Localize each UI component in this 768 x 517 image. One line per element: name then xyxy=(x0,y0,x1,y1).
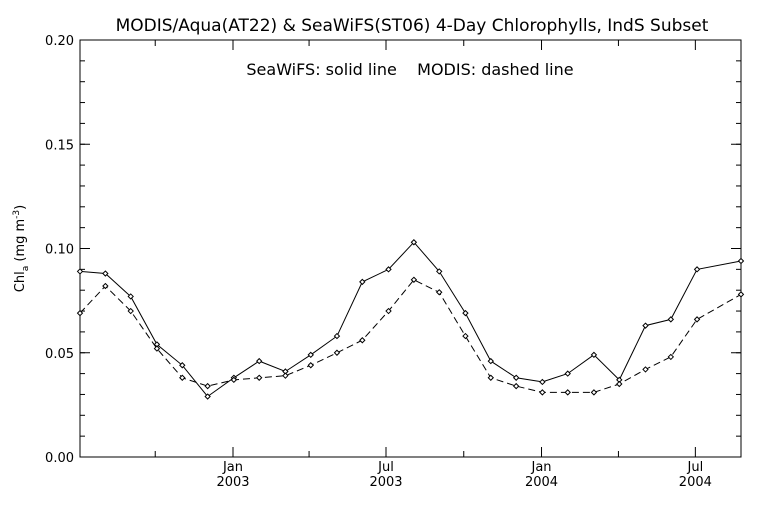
data-point-seawifs xyxy=(642,322,649,329)
x-tick-label-year: 2004 xyxy=(679,475,712,490)
y-tick-label: 0.10 xyxy=(45,243,74,258)
series-line-modis xyxy=(79,279,742,393)
data-point-seawifs xyxy=(385,266,392,273)
data-point-modis xyxy=(693,316,701,323)
y-tick-label: 0.15 xyxy=(45,138,74,153)
data-point-seawifs xyxy=(462,309,469,317)
data-point-seawifs xyxy=(204,393,211,400)
series-line-seawifs xyxy=(79,241,742,398)
data-point-seawifs xyxy=(102,270,109,277)
data-point-seawifs xyxy=(179,362,186,369)
data-point-seawifs xyxy=(590,351,598,359)
data-point-modis xyxy=(127,307,134,315)
plot-area: 0.000.050.100.150.20Jan2003Jul2003Jan200… xyxy=(12,34,745,490)
x-tick-label-month: Jan xyxy=(530,460,551,475)
data-point-modis xyxy=(359,337,366,344)
plot-frame xyxy=(79,39,742,458)
data-point-modis xyxy=(616,380,623,388)
y-tick-label: 0.05 xyxy=(45,347,74,362)
data-point-modis xyxy=(737,291,745,298)
data-point-seawifs xyxy=(667,316,675,323)
data-point-seawifs xyxy=(737,257,745,265)
data-point-modis xyxy=(512,382,520,390)
data-point-seawifs xyxy=(693,266,701,273)
x-tick-label-month: Jan xyxy=(222,460,243,475)
data-point-seawifs xyxy=(436,268,443,275)
data-point-seawifs xyxy=(307,351,314,359)
data-point-seawifs xyxy=(333,332,341,340)
data-point-seawifs xyxy=(539,378,546,386)
data-point-modis xyxy=(153,345,161,352)
chart-title: MODIS/Aqua(AT22) & SeaWiFS(ST06) 4-Day C… xyxy=(116,16,709,36)
data-point-seawifs xyxy=(564,370,571,377)
data-point-modis xyxy=(333,349,341,356)
data-point-modis xyxy=(667,353,675,361)
data-point-seawifs xyxy=(512,374,520,381)
x-tick-label-year: 2003 xyxy=(369,475,402,490)
data-point-modis xyxy=(102,282,109,290)
data-point-modis xyxy=(76,309,84,317)
y-tick-label: 0.00 xyxy=(45,451,74,466)
y-axis-label: Chla (mg m-3) xyxy=(12,205,31,292)
x-tick-label-year: 2004 xyxy=(525,475,558,490)
data-point-modis xyxy=(230,376,238,384)
legend-note: SeaWiFS: solid line MODIS: dashed line xyxy=(246,60,573,79)
x-tick-label-year: 2003 xyxy=(216,475,249,490)
data-point-modis xyxy=(307,362,314,369)
data-point-modis xyxy=(255,374,263,381)
x-tick-label-month: Jul xyxy=(687,460,704,475)
data-point-modis xyxy=(487,374,495,381)
y-tick-label: 0.20 xyxy=(45,34,74,49)
data-point-modis xyxy=(385,307,392,315)
data-point-modis xyxy=(436,289,443,296)
data-point-seawifs xyxy=(76,268,84,275)
data-point-seawifs xyxy=(487,357,495,365)
data-point-seawifs xyxy=(359,278,366,286)
data-point-seawifs xyxy=(410,239,418,246)
data-point-modis xyxy=(462,332,469,340)
data-point-modis xyxy=(642,366,649,373)
data-point-modis xyxy=(204,382,211,390)
data-point-modis xyxy=(539,389,546,396)
data-point-seawifs xyxy=(255,357,263,365)
data-point-modis xyxy=(590,389,598,396)
data-point-seawifs xyxy=(127,293,134,300)
data-point-modis xyxy=(179,374,186,381)
data-point-modis xyxy=(564,389,571,396)
x-tick-label-month: Jul xyxy=(377,460,394,475)
data-point-modis xyxy=(410,276,418,283)
data-point-modis xyxy=(282,372,289,379)
